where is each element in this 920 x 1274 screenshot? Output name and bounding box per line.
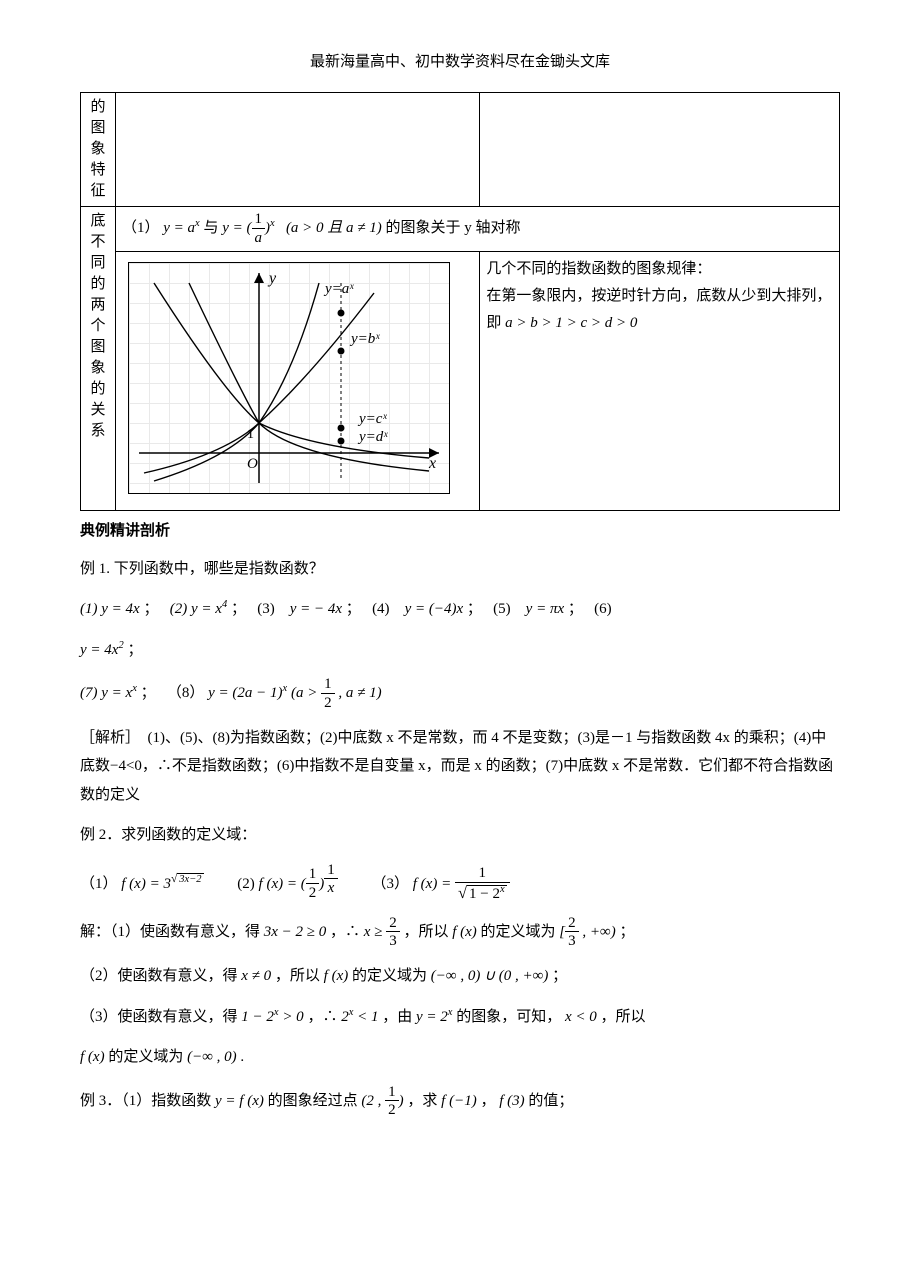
ex3: 例 3．（1）指数函数 y = f (x) 的图象经过点 (2 , 12) ，求… [80,1084,840,1120]
formula-tail: 的图象关于 y 轴对称 [386,220,521,236]
page: 最新海量高中、初中数学资料尽在金锄头文库 的图象特征 底不同的两个图象的关系 （… [0,0,920,1274]
curve-c [154,283,429,458]
curve-label-b: y=bˣ [349,331,380,347]
ex2-sol1: 解：（1）使函数有意义，得 3x − 2 ≥ 0 ，∴ x ≥ 23 ，所以 f… [80,915,840,951]
ex1-title: 例 1. 下列函数中，哪些是指数函数？ [80,555,840,584]
ex1-line3: (7) y = xx ； （8） y = (2a − 1)x (a > 12 ,… [80,676,840,712]
curve-d [189,283,429,471]
formula-mid: 与 [203,220,218,236]
row1-cell-right [480,93,840,207]
formula-y1: y = ax [163,220,199,236]
dot-d [338,437,345,444]
curve-label-c: y=cˣ [357,411,387,427]
graph-cell: y x O 1 y=aˣ y=bˣ y=cˣ y=dˣ [116,251,480,510]
ex1-answer: ［解析］ (1)、(5)、(8)为指数函数；(2)中底数 x 不是常数，而 4 … [80,724,840,810]
formula-y2: y = ( [222,220,251,236]
ex2-sol3: （3）使函数有意义，得 1 − 2x > 0 ，∴ 2x < 1 ，由 y = … [80,1003,840,1032]
row2-label: 底不同的两个图象的关系 [81,207,116,511]
dot-a [338,309,345,316]
dot-c [338,424,345,431]
exponential-graph: y x O 1 y=aˣ y=bˣ y=cˣ y=dˣ [128,262,450,494]
rule-cell: 几个不同的指数函数的图象规律： 在第一象限内，按逆时针方向，底数从少到大排列，即… [480,251,840,510]
rule-line1: 几个不同的指数函数的图象规律： [486,256,833,283]
page-header: 最新海量高中、初中数学资料尽在金锄头文库 [80,50,840,74]
symmetry-formula: （1） y = ax 与 y = (1a)x (a > 0 且 a ≠ 1) 的… [116,207,840,252]
ex2-sol2: （2）使函数有意义，得 x ≠ 0 ，所以 f (x) 的定义域为 (−∞ , … [80,962,840,991]
curve-label-d: y=dˣ [357,429,388,445]
ex2-items: （1） f (x) = 3√3x−2 (2) f (x) = (12)1x （3… [80,862,840,903]
graph-svg: y x O 1 y=aˣ y=bˣ y=cˣ y=dˣ [129,263,449,493]
properties-table: 的图象特征 底不同的两个图象的关系 （1） y = ax 与 y = (1a)x… [80,92,840,511]
rule-line2: 在第一象限内，按逆时针方向，底数从少到大排列，即 a > b > 1 > c >… [486,283,833,337]
row1-cell-left [116,93,480,207]
tick-1: 1 [247,427,254,442]
y-axis-label: y [267,270,277,287]
formula-cond: (a > 0 且 a ≠ 1) [286,220,382,236]
section-title: 典例精讲剖析 [80,519,840,543]
dot-b [338,347,345,354]
ex2-sol3b: f (x) 的定义域为 (−∞ , 0) . [80,1043,840,1072]
curve-a [154,283,319,481]
curve-label-a: y=aˣ [323,281,354,297]
formula-frac: 1a [252,211,266,247]
formula-prefix: （1） [122,220,160,236]
y-arrow [254,273,264,283]
ex1-line1: (1) y = 4x ； (2) y = x4 ； (3) y = − 4x ；… [80,595,840,624]
row1-label: 的图象特征 [81,93,116,207]
body-text: 典例精讲剖析 例 1. 下列函数中，哪些是指数函数？ (1) y = 4x ； … [80,519,840,1120]
origin-label: O [247,456,258,472]
x-axis-label: x [428,455,436,472]
ex2-title: 例 2．求列函数的定义域： [80,821,840,850]
ex1-line2: y = 4x2 ； [80,636,840,665]
